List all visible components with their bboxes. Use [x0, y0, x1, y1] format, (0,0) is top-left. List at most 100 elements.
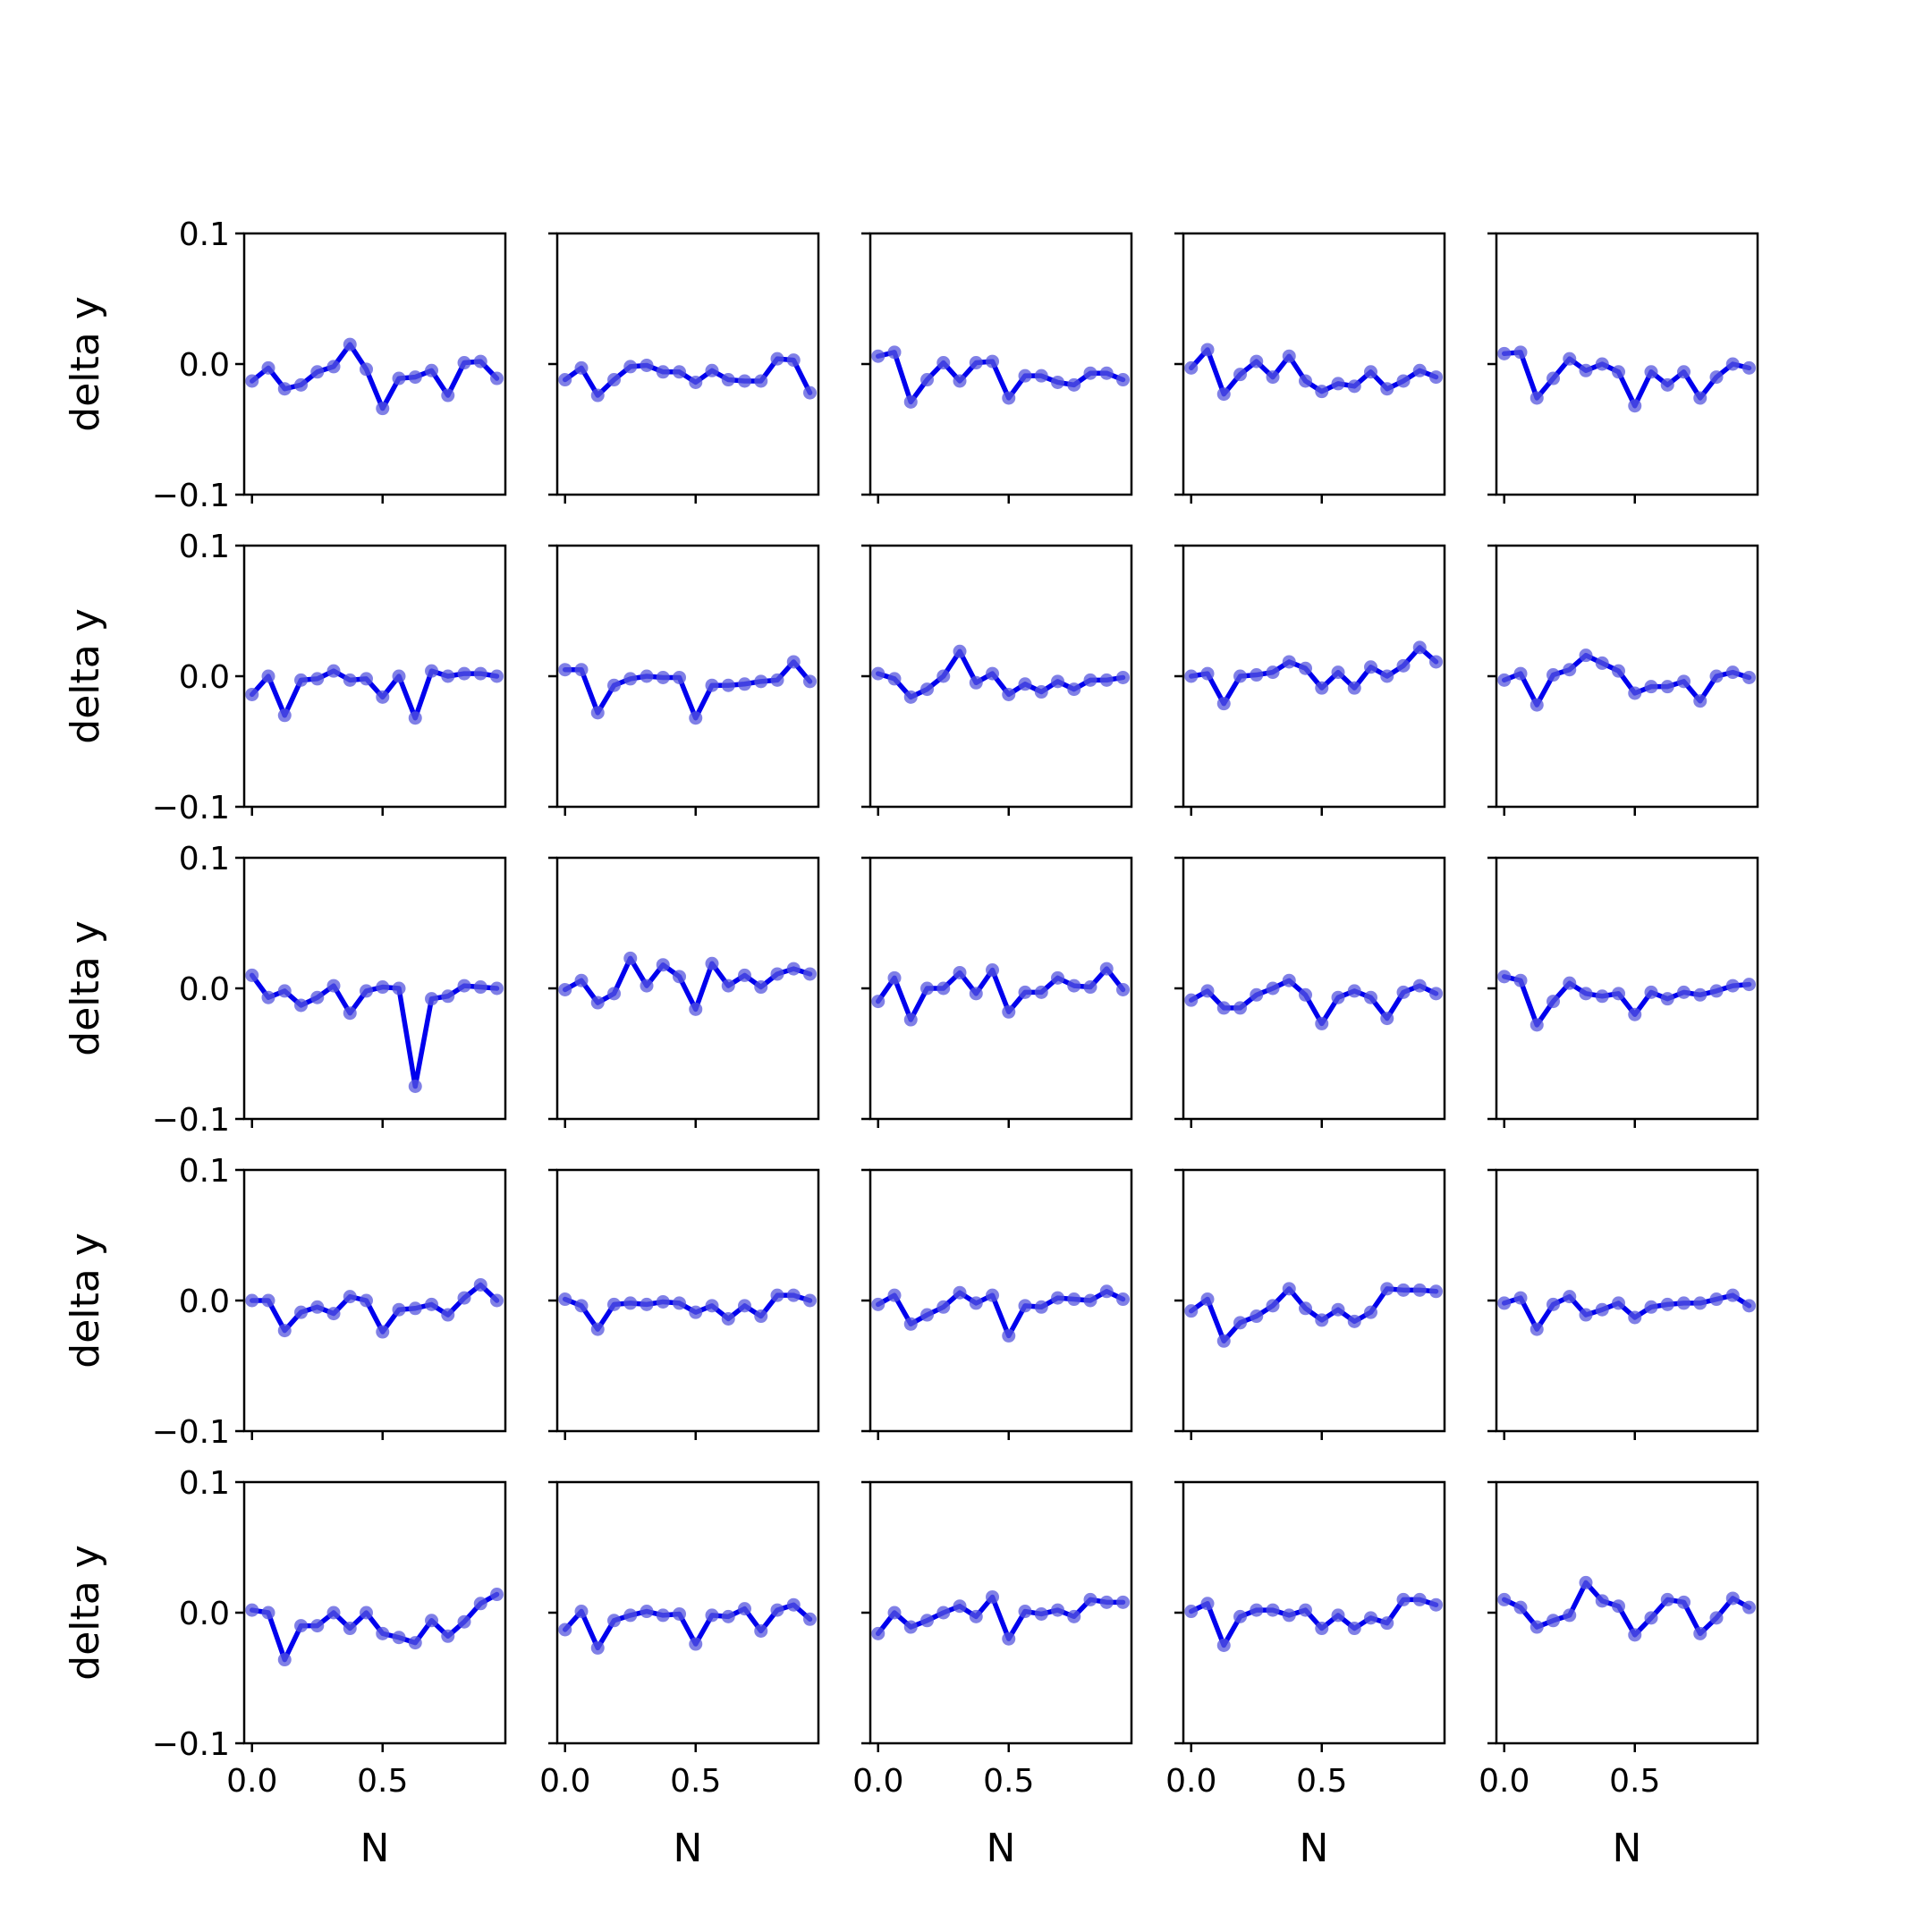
data-point — [590, 388, 605, 402]
data-point — [425, 363, 439, 377]
data-point — [558, 663, 572, 677]
data-point — [1266, 665, 1280, 680]
x-tick-label: 0.0 — [852, 1763, 903, 1800]
data-point — [936, 356, 951, 370]
data-point — [1250, 354, 1264, 369]
data-point — [457, 356, 471, 370]
subplot-r0-c4 — [1487, 232, 1759, 504]
y-axis-label: delta y — [63, 608, 108, 743]
data-point — [1742, 670, 1757, 684]
data-point — [1200, 343, 1215, 357]
data-point — [1002, 687, 1016, 701]
data-point — [1497, 673, 1512, 687]
data-point — [1083, 1293, 1097, 1308]
data-point — [392, 1302, 406, 1317]
data-point — [673, 1606, 687, 1621]
data-point — [920, 373, 935, 387]
x-axis-label: N — [360, 1826, 390, 1871]
data-point — [1677, 985, 1691, 999]
data-point — [1563, 1608, 1577, 1623]
data-point — [1660, 377, 1674, 392]
data-point — [1412, 1592, 1427, 1606]
data-point — [360, 362, 374, 377]
data-point — [786, 1288, 801, 1302]
data-point — [786, 1597, 801, 1612]
data-point — [640, 1297, 654, 1311]
data-point — [1200, 1292, 1215, 1307]
data-point — [953, 1599, 967, 1614]
data-point — [640, 358, 654, 372]
y-tick-label: 0.1 — [179, 841, 230, 877]
data-point — [1347, 379, 1361, 394]
data-point — [705, 1299, 719, 1313]
data-point — [1677, 365, 1691, 379]
data-point — [1266, 1299, 1280, 1313]
data-point — [871, 995, 886, 1009]
data-point — [1067, 377, 1081, 392]
data-point — [1579, 1575, 1593, 1589]
data-point — [473, 666, 487, 681]
data-point — [1644, 985, 1658, 999]
data-point — [1282, 973, 1296, 987]
data-point — [277, 1324, 292, 1338]
subplot-r1-c1 — [548, 544, 820, 816]
data-point — [887, 1606, 902, 1620]
data-point — [920, 981, 935, 996]
data-point — [425, 1297, 439, 1311]
data-point — [1396, 985, 1411, 999]
data-point — [490, 981, 504, 996]
subplot-r0-c2 — [861, 232, 1133, 504]
data-point — [1497, 970, 1512, 984]
data-point — [310, 365, 325, 379]
data-point — [1018, 1299, 1032, 1313]
data-point — [1282, 1608, 1296, 1623]
x-tick-label: 0.5 — [357, 1763, 408, 1800]
data-point — [953, 965, 967, 979]
data-point — [705, 678, 719, 692]
data-point — [1315, 681, 1329, 695]
data-point — [1396, 1283, 1411, 1297]
data-point — [277, 708, 292, 723]
x-tick-label: 0.0 — [226, 1763, 277, 1800]
data-point — [887, 345, 902, 360]
y-axis-label: delta y — [63, 1545, 108, 1680]
data-point — [754, 1309, 768, 1324]
data-point — [261, 669, 275, 683]
series-line — [563, 955, 813, 1013]
series-line — [1502, 1580, 1752, 1638]
y-tick-label: 0.1 — [179, 216, 230, 253]
series-line — [876, 350, 1126, 405]
y-tick-label: 0.1 — [179, 1153, 230, 1190]
data-point — [1250, 1603, 1264, 1617]
data-point — [1200, 1597, 1215, 1611]
data-point — [607, 678, 622, 692]
subplot-r2-c3 — [1174, 856, 1446, 1128]
series-line — [876, 966, 1126, 1022]
data-point — [721, 373, 735, 387]
data-point — [1299, 661, 1313, 675]
data-point — [1628, 1628, 1642, 1642]
data-point — [1530, 1322, 1544, 1336]
data-point — [1563, 352, 1577, 366]
data-point — [1709, 669, 1724, 683]
data-point — [969, 1296, 983, 1310]
data-point — [1380, 1012, 1394, 1026]
data-point — [1002, 1631, 1016, 1646]
data-point — [1002, 391, 1016, 405]
x-tick-label: 0.5 — [670, 1763, 721, 1800]
data-point — [1563, 1290, 1577, 1304]
data-point — [1429, 1284, 1444, 1299]
subplot-r3-c1 — [548, 1168, 820, 1440]
y-tick-label: 0.1 — [179, 1465, 230, 1502]
data-point — [689, 1002, 703, 1016]
data-point — [360, 672, 374, 686]
data-point — [1116, 670, 1131, 684]
data-point — [1546, 1297, 1561, 1311]
data-point — [1380, 669, 1394, 683]
subplot-r3-c0: 0.1 0.0 −0.1 delta y — [63, 1153, 507, 1451]
subplot-r2-c0: 0.1 0.0 −0.1 delta y — [63, 841, 507, 1139]
data-point — [558, 982, 572, 996]
data-point — [1216, 1334, 1231, 1348]
